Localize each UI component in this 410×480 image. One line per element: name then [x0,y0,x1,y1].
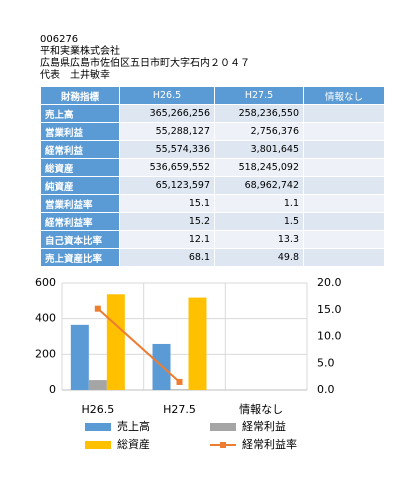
table-cell: 13.3 [214,230,304,249]
legend-swatch [210,423,236,431]
bar [106,294,125,390]
table-cell: 518,245,092 [214,158,304,177]
table-cell: 財務指標 [40,86,120,105]
legend-label: 経常利益 [242,419,286,433]
table-cell [303,248,385,267]
bar [88,380,107,390]
table-cell: 55,574,336 [119,140,215,159]
y-tick-label: 600 [35,276,56,289]
table-row: 経常利益 55,574,336 3,801,645 [40,140,385,159]
table-cell: 15.2 [119,212,215,231]
table-cell: 売上資産比率 [40,248,120,267]
table-cell: 営業利益 [40,122,120,141]
table-cell: 純資産 [40,176,120,195]
table-cell: 3,801,645 [214,140,304,159]
table-cell: 経常利益 [40,140,120,159]
table-cell: 365,266,256 [119,104,215,123]
table-cell: 経常利益率 [40,212,120,231]
y-tick-label: 400 [35,312,56,325]
code: 006276 [40,34,79,45]
table-row: 経常利益率 15.2 1.5 [40,212,385,231]
table-row: 売上資産比率 68.1 49.8 [40,248,385,267]
table-cell: 売上高 [40,104,120,123]
header: 006276 平和実業株式会社 広島県広島市佐伯区五日市町大字石内２０４７ 代表… [40,34,250,82]
legend-swatch [85,441,111,449]
table-cell [303,122,385,141]
table-cell: 536,659,552 [119,158,215,177]
y2-tick-label: 20.0 [317,276,342,289]
bar [188,297,207,390]
legend-label: 売上高 [117,419,150,433]
table-cell [303,212,385,231]
table-cell: 自己資本比率 [40,230,120,249]
table-cell: 55,288,127 [119,122,215,141]
y2-tick-label: 15.0 [317,303,342,316]
table-row: 営業利益率 15.1 1.1 [40,194,385,213]
table-cell: 65,123,597 [119,176,215,195]
bar [170,389,189,390]
table-cell: 情報なし [303,86,385,105]
y-tick-label: 0 [49,383,56,396]
x-tick-label: 情報なし [239,403,283,416]
table-row: 営業利益 55,288,127 2,756,376 [40,122,385,141]
table-cell [303,230,385,249]
finance-table: 財務指標 H26.5 H27.5 情報なし 売上高 365,266,256 258,236,… [40,86,385,267]
table-cell: H27.5 [214,86,304,105]
line-marker [176,378,183,385]
legend-label: 経常利益率 [242,437,297,451]
line [97,307,181,383]
legend-swatch [220,442,226,448]
table-row: 財務指標 H26.5 H27.5 情報なし [40,86,385,105]
table-cell: 1.5 [214,212,304,231]
table-cell: 営業利益率 [40,194,120,213]
y2-tick-label: 5.0 [317,356,335,369]
table-cell [303,194,385,213]
table-cell [303,140,385,159]
chart: 0 200 400 600 0.0 5.0 10.0 15.0 20.0 H26.5 H27.5 情報… [35,276,342,451]
x-tick-label: H27.5 [163,403,196,416]
x-tick-label: H26.5 [81,403,114,416]
table-row: 自己資本比率 12.1 13.3 [40,230,385,249]
y-tick-label: 200 [35,347,56,360]
line-marker [94,305,101,312]
table-cell: 総資産 [40,158,120,177]
table-cell [303,158,385,177]
legend-swatch [85,423,111,431]
table-cell [303,104,385,123]
y2-tick-label: 0.0 [317,383,335,396]
table-row: 総資産 536,659,552 518,245,092 [40,158,385,177]
table-cell: 49.8 [214,248,304,267]
table-cell: H26.5 [119,86,215,105]
y2-tick-label: 10.0 [317,330,342,343]
table-cell: 12.1 [119,230,215,249]
address: 広島県広島市佐伯区五日市町大字石内２０４７ [40,58,250,69]
table-row: 売上高 365,266,256 258,236,550 [40,104,385,123]
representative: 代表 土井敏幸 [40,70,110,81]
table-cell: 68.1 [119,248,215,267]
table-cell: 2,756,376 [214,122,304,141]
company: 平和実業株式会社 [40,46,120,57]
table-cell: 258,236,550 [214,104,304,123]
table-cell [303,176,385,195]
legend-label: 総資産 [117,437,150,451]
bar [70,324,89,390]
table-cell: 68,962,742 [214,176,304,195]
table-cell: 1.1 [214,194,304,213]
table-row: 純資産 65,123,597 68,962,742 [40,176,385,195]
table-cell: 15.1 [119,194,215,213]
